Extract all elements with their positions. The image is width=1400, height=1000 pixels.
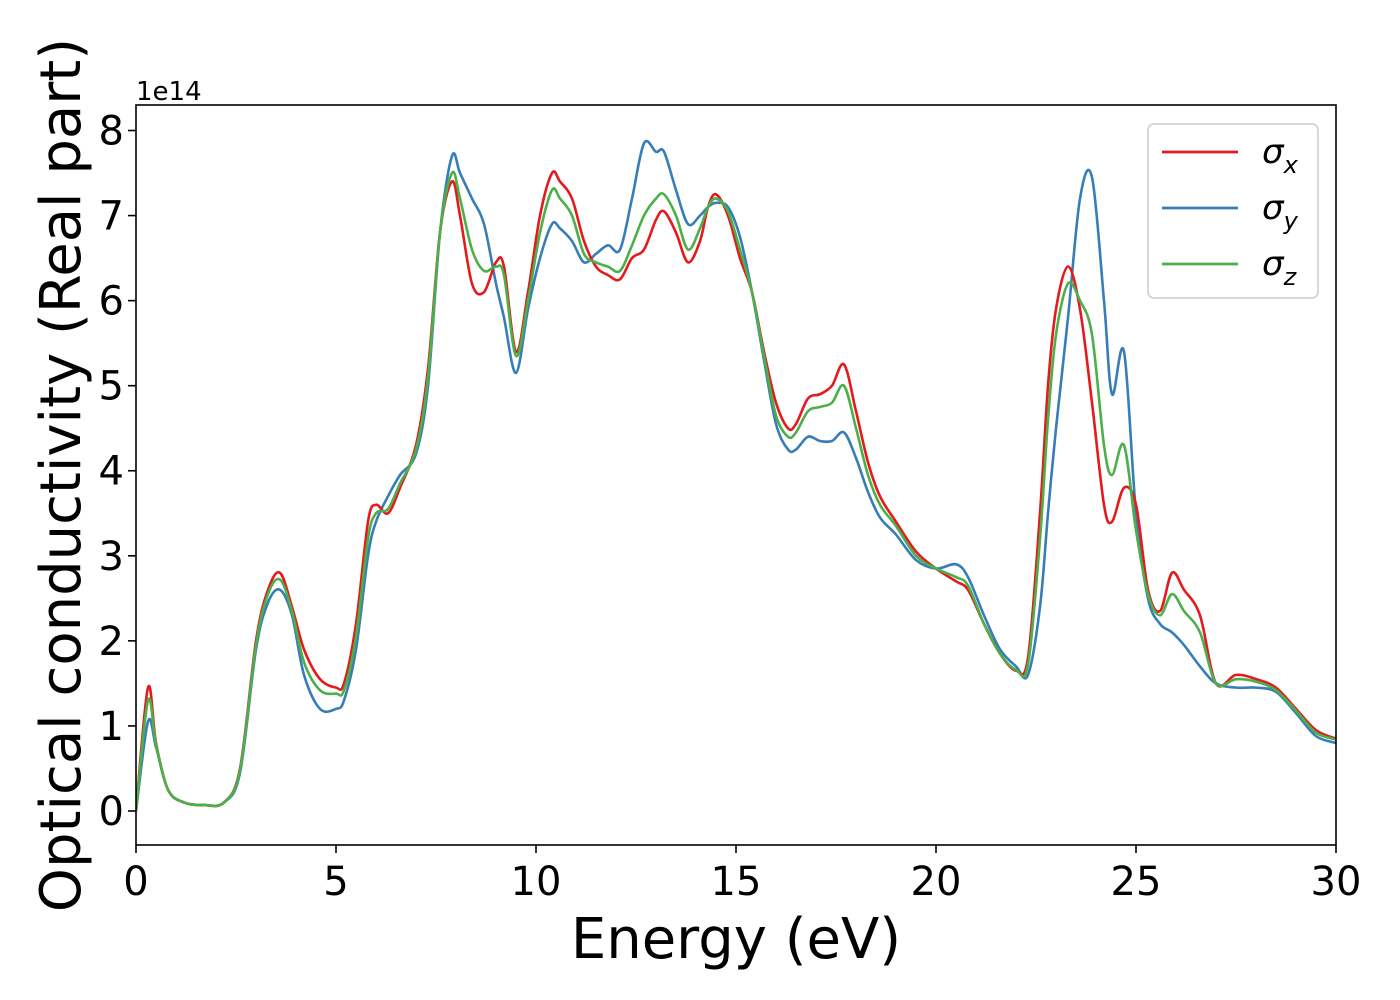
legend-box <box>1147 123 1319 299</box>
x-tick-label: 10 <box>511 859 562 905</box>
y-tick-label: 8 <box>99 109 124 155</box>
y-tick-label: 5 <box>99 364 124 410</box>
series-line-x <box>136 170 1336 812</box>
x-tick-label: 15 <box>711 859 762 905</box>
x-tick-label: 5 <box>323 859 348 905</box>
y-tick-label: 7 <box>99 194 124 240</box>
x-tick-label: 20 <box>911 859 962 905</box>
legend-subscript-y: y <box>1283 207 1299 235</box>
y-tick-label: 2 <box>99 619 124 665</box>
series-layer <box>136 139 1336 812</box>
y-tick-label: 6 <box>99 279 124 325</box>
legend-subscript-x: x <box>1283 151 1299 179</box>
x-tick-label: 0 <box>123 859 148 905</box>
y-tick-label: 0 <box>99 789 124 835</box>
y-tick-label: 1 <box>99 704 124 750</box>
y-tick-label: 3 <box>99 534 124 580</box>
x-axis-title: Energy (eV) <box>571 907 901 972</box>
x-tick-label: 25 <box>1111 859 1162 905</box>
series-line-z <box>136 170 1336 812</box>
plot-area <box>136 105 1336 845</box>
legend-subscript-z: z <box>1283 263 1298 291</box>
y-axis-ticks: 0 1 2 3 4 5 6 7 8 <box>99 109 136 835</box>
x-tick-label: 30 <box>1311 859 1362 905</box>
legend-label-y: σy <box>1262 188 1299 235</box>
y-axis-title: Optical conductivity (Real part) <box>29 38 94 912</box>
y-offset-label: 1e14 <box>136 77 202 107</box>
x-axis-ticks: 0 5 10 15 20 25 30 <box>123 845 1361 905</box>
y-tick-label: 4 <box>99 449 124 495</box>
